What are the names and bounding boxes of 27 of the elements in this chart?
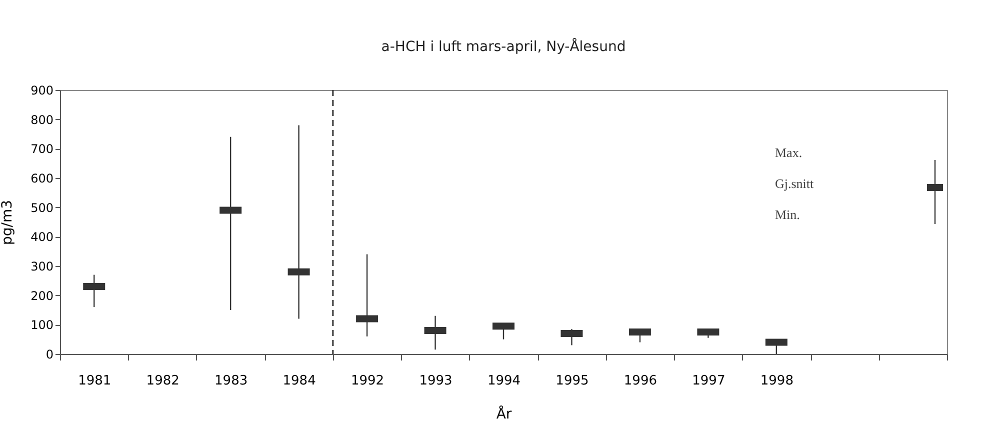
x-tick-label: 1982: [146, 374, 180, 388]
y-tick-label: 400: [30, 230, 54, 244]
x-axis-title: År: [496, 406, 512, 422]
y-tick-label: 300: [30, 260, 54, 274]
y-tick-label: 200: [30, 288, 54, 303]
y-axis-title: pg/m3: [0, 200, 16, 246]
annotation: Gj.snitt: [775, 176, 814, 191]
x-tick-label: 1994: [487, 374, 521, 388]
x-tick-label: 1984: [282, 374, 316, 388]
x-tick-label: 1981: [78, 374, 112, 388]
y-tick-label: 0: [46, 348, 54, 362]
x-tick-label: 1998: [760, 374, 794, 388]
x-tick-label: 1993: [419, 374, 452, 388]
y-tick-label: 500: [30, 200, 54, 215]
x-tick-label: 1997: [692, 374, 726, 388]
x-tick-label: 1992: [350, 374, 384, 388]
annotation: Min.: [775, 207, 800, 222]
y-tick-label: 100: [30, 318, 54, 332]
y-tick-label: 700: [30, 142, 54, 156]
x-tick-label: 1995: [556, 374, 589, 388]
chart-title: a-HCH i luft mars-april, Ny-Ålesund: [381, 38, 626, 55]
y-tick-label: 900: [30, 84, 54, 98]
y-tick-label: 800: [30, 112, 54, 127]
x-tick-label: 1996: [624, 374, 658, 388]
x-tick-label: 1983: [214, 374, 248, 388]
y-tick-label: 600: [30, 172, 54, 186]
annotation: Max.: [775, 145, 802, 160]
